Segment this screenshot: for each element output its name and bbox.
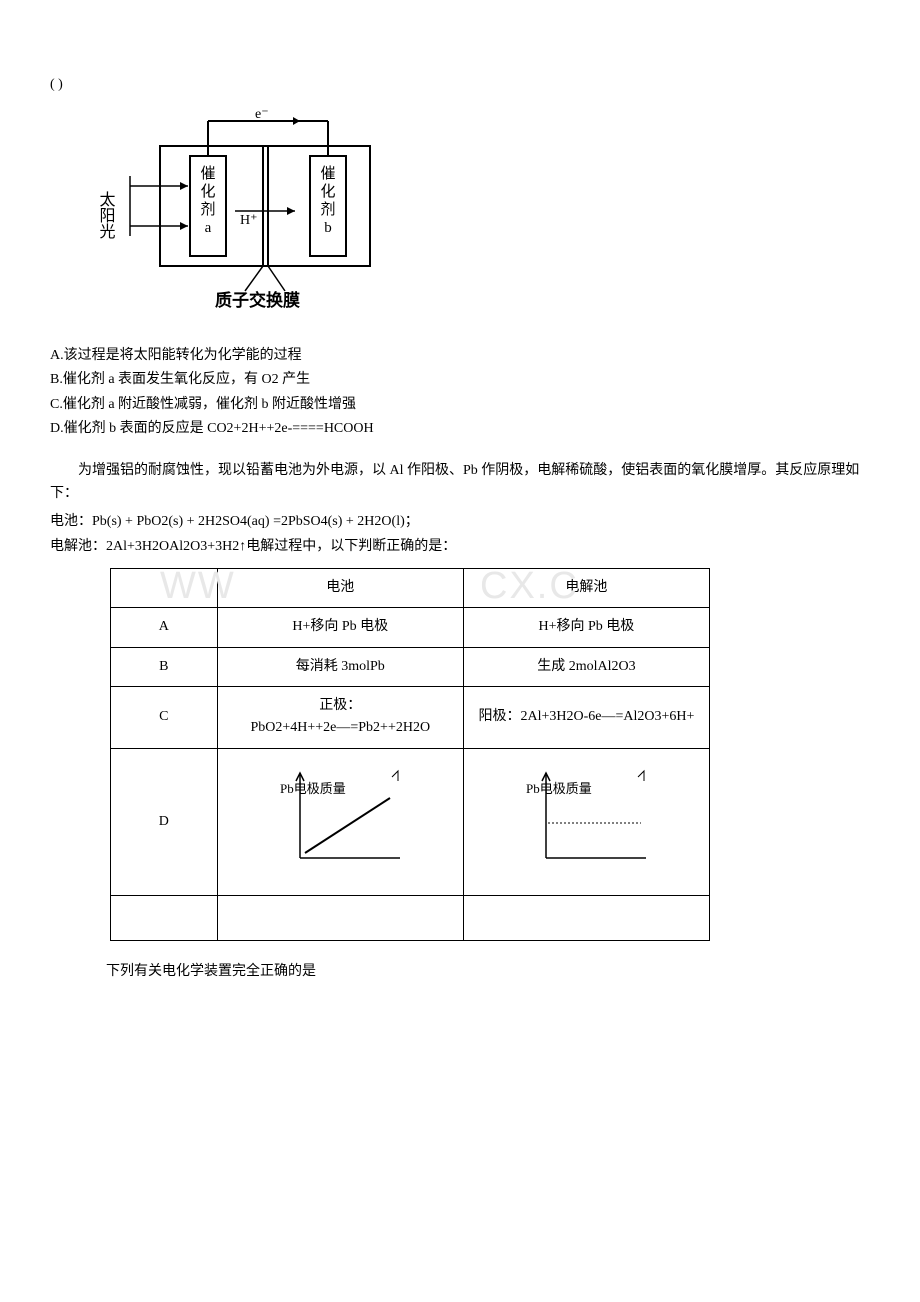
th-battery: 电池: [217, 568, 463, 607]
row-empty-3: [463, 895, 709, 940]
row-c-c3: 阳极：2Al+3H2O-6e—=Al2O3+6H+: [463, 687, 709, 749]
row-empty-1: [111, 895, 218, 940]
option-a: A.该过程是将太阳能转化为化学能的过程: [50, 345, 870, 367]
row-c-c2: 正极： PbO2+4H++2e—=Pb2++2H2O: [217, 687, 463, 749]
row-empty-2: [217, 895, 463, 940]
svg-text:H⁺: H⁺: [240, 213, 258, 228]
th-electrolysis: 电解池: [463, 568, 709, 607]
answer-table: 电池 电解池 A H+移向 Pb 电极 H+移向 Pb 电极 B 每消耗 3mo…: [110, 568, 710, 941]
svg-text:Pb电极质量: Pb电极质量: [280, 781, 346, 796]
svg-text:e⁻: e⁻: [255, 107, 269, 122]
svg-text:Pb电极质量: Pb电极质量: [526, 781, 592, 796]
option-c: C.催化剂 a 附近酸性减弱，催化剂 b 附近酸性增强: [50, 394, 870, 416]
row-b-c2: 每消耗 3molPb: [217, 647, 463, 686]
chart-d-c2: Pb电极质量: [270, 763, 410, 881]
row-d-c2: Pb电极质量: [217, 748, 463, 895]
row-a-c3: H+移向 Pb 电极: [463, 608, 709, 647]
row-d-c3: Pb电极质量: [463, 748, 709, 895]
chart-d-c3: Pb电极质量: [516, 763, 656, 881]
row-d-label: D: [111, 748, 218, 895]
option-b: B.催化剂 a 表面发生氧化反应，有 O2 产生: [50, 369, 870, 391]
row-c-label: C: [111, 687, 218, 749]
paren-blank: ( ): [50, 74, 870, 96]
svg-text:质子交换膜: 质子交换膜: [215, 290, 300, 310]
row-a-label: A: [111, 608, 218, 647]
options-block: A.该过程是将太阳能转化为化学能的过程 B.催化剂 a 表面发生氧化反应，有 O…: [50, 345, 870, 441]
final-question: 下列有关电化学装置完全正确的是: [50, 961, 870, 983]
cell-diagram: e⁻ 太阳光 催化剂a 催化剂b H⁺ 质子交换膜: [100, 106, 870, 324]
svg-text:催化剂b: 催化剂b: [320, 165, 335, 236]
row-a-c2: H+移向 Pb 电极: [217, 608, 463, 647]
q2-line3: 电解池：2Al+3H2OAl2O3+3H2↑电解过程中，以下判断正确的是：: [50, 536, 870, 558]
th-blank: [111, 568, 218, 607]
row-b-c3: 生成 2molAl2O3: [463, 647, 709, 686]
option-d: D.催化剂 b 表面的反应是 CO2+2H++2e-====HCOOH: [50, 418, 870, 440]
svg-text:催化剂a: 催化剂a: [200, 165, 215, 236]
svg-text:太阳光: 太阳光: [100, 191, 116, 240]
q2-line1: 为增强铝的耐腐蚀性，现以铅蓄电池为外电源，以 Al 作阳极、Pb 作阴极，电解稀…: [50, 460, 870, 505]
q2-line2: 电池：Pb(s) + PbO2(s) + 2H2SO4(aq) =2PbSO4(…: [50, 511, 870, 533]
row-b-label: B: [111, 647, 218, 686]
